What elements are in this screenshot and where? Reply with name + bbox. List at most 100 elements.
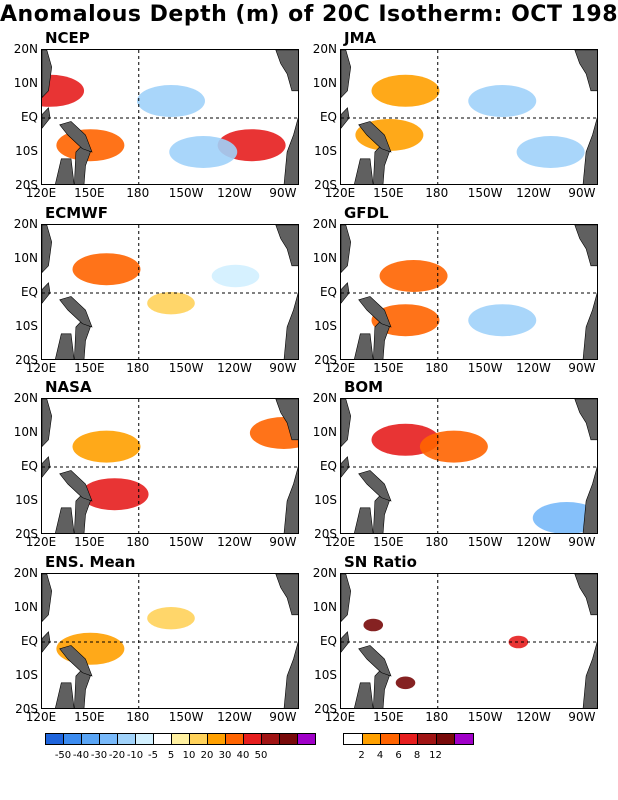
land-mass — [283, 117, 298, 184]
x-tick-label: 180 — [425, 710, 449, 724]
map-svg — [341, 574, 597, 708]
y-tick-label: EQ — [319, 285, 337, 299]
land-mass — [582, 117, 597, 184]
colorbar-swatch — [343, 733, 363, 745]
x-tick-label: 90W — [269, 535, 297, 549]
x-tick-label: 120E — [25, 186, 57, 200]
colorbar-swatch — [81, 733, 100, 745]
y-tick-label: EQ — [20, 110, 38, 124]
y-tick-label: 10N — [312, 76, 337, 90]
y-tick-label: 20S — [15, 353, 38, 367]
panel-title: NCEP — [45, 29, 90, 47]
colorbar-label: 30 — [218, 750, 232, 761]
land-mass — [42, 50, 53, 99]
land-mass — [574, 399, 597, 441]
map-svg — [341, 50, 597, 184]
anomaly-patch — [211, 264, 260, 288]
map-svg — [341, 225, 597, 359]
x-tick-label: 120W — [516, 710, 551, 724]
land-mass — [283, 466, 298, 533]
colorbar-swatch — [361, 733, 381, 745]
y-tick-label: 10N — [13, 76, 38, 90]
colorbar-swatch — [117, 733, 136, 745]
x-tick-label: 150E — [74, 535, 105, 549]
land-mass — [373, 144, 390, 184]
x-tick-label: 150E — [373, 361, 404, 375]
land-mass — [358, 296, 392, 328]
y-tick-label: 20S — [314, 527, 337, 541]
y-tick-label: 20S — [314, 178, 337, 192]
x-tick-label: 180 — [425, 361, 449, 375]
x-tick-label: 150E — [373, 535, 404, 549]
colorbar-swatch — [171, 733, 190, 745]
x-tick-label: 150E — [74, 361, 105, 375]
x-tick-label: 120W — [516, 361, 551, 375]
anomaly-patch — [395, 676, 416, 690]
colorbar-label: 40 — [236, 750, 250, 761]
colorbar-label: 50 — [254, 750, 268, 761]
y-tick-label: 20N — [312, 217, 337, 231]
land-mass — [373, 668, 390, 708]
y-tick-label: 10S — [314, 144, 337, 158]
y-tick-label: 20N — [13, 217, 38, 231]
land-mass — [341, 107, 350, 129]
anomaly-patch — [468, 304, 537, 337]
x-tick-label: 150W — [168, 710, 204, 724]
colorbar-label: 12 — [429, 750, 442, 761]
anomaly-patch — [147, 292, 195, 315]
y-tick-label: 10S — [314, 319, 337, 333]
colorbar-label: 6 — [395, 750, 402, 761]
y-tick-label: 10S — [314, 493, 337, 507]
x-tick-label: 180 — [425, 186, 449, 200]
y-tick-label: EQ — [319, 634, 337, 648]
land-mass — [74, 493, 91, 533]
colorbar-swatch — [261, 733, 280, 745]
anomaly-patch — [532, 502, 597, 533]
y-tick-label: 20S — [314, 702, 337, 716]
y-tick-label: 20S — [15, 702, 38, 716]
land-mass — [373, 319, 390, 359]
land-mass — [574, 50, 597, 92]
x-tick-label: 150W — [168, 186, 204, 200]
anomaly-patch — [42, 74, 85, 107]
x-tick-label: 120W — [516, 186, 551, 200]
y-tick-label: 10S — [15, 493, 38, 507]
land-mass — [275, 399, 298, 441]
y-tick-label: 20N — [312, 566, 337, 580]
y-tick-label: 20S — [314, 353, 337, 367]
land-mass — [341, 50, 352, 99]
y-tick-label: EQ — [20, 285, 38, 299]
map-plot — [340, 49, 598, 185]
anomaly-patch — [249, 417, 298, 449]
x-tick-label: 180 — [126, 186, 150, 200]
y-tick-label: EQ — [319, 110, 337, 124]
land-mass — [354, 682, 374, 708]
x-tick-label: 150E — [373, 710, 404, 724]
anomaly-patch — [147, 607, 195, 630]
land-mass — [341, 399, 352, 448]
colorbar-swatch — [153, 733, 172, 745]
land-mass — [59, 470, 93, 502]
y-tick-label: EQ — [20, 459, 38, 473]
colorbar-swatch — [435, 733, 455, 745]
land-mass — [55, 507, 75, 533]
land-mass — [358, 645, 392, 677]
anomaly-patch — [468, 85, 537, 117]
colorbar-swatch — [454, 733, 474, 745]
page-title: Anomalous Depth (m) of 20C Isotherm: OCT… — [0, 2, 618, 27]
y-tick-label: 20N — [312, 42, 337, 56]
colorbar-label: 10 — [182, 750, 196, 761]
land-mass — [74, 319, 91, 359]
y-tick-label: 10N — [312, 425, 337, 439]
anomaly-patch — [72, 253, 141, 286]
land-mass — [358, 470, 392, 502]
land-mass — [42, 282, 51, 304]
land-mass — [55, 333, 75, 359]
panel-title: ENS. Mean — [45, 553, 136, 571]
land-mass — [59, 296, 93, 328]
x-tick-label: 150E — [74, 710, 105, 724]
land-mass — [341, 631, 350, 653]
land-mass — [341, 574, 352, 623]
anomaly-patch — [169, 136, 238, 168]
colorbar-swatch — [135, 733, 154, 745]
